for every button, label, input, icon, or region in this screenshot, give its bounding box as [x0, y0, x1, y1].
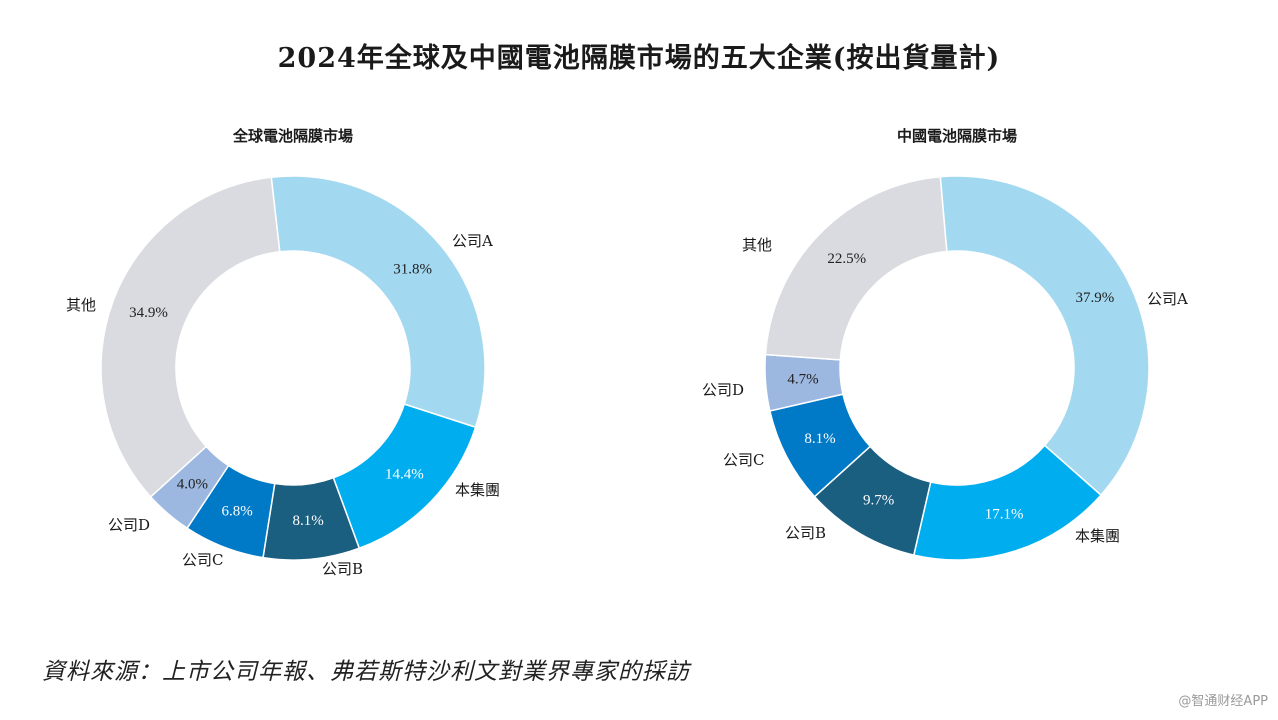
pct-label-1-0: 37.9% [1076, 290, 1115, 306]
pct-label-1-1: 17.1% [985, 507, 1024, 523]
category-label-0-5: 其他 [66, 296, 96, 314]
category-label-0-1: 本集團 [455, 481, 500, 499]
category-label-0-3: 公司C [182, 551, 223, 569]
chart-title-china: 中國電池隔膜市場 [897, 127, 1017, 145]
pct-label-0-2: 8.1% [292, 513, 323, 529]
category-label-0-2: 公司B [322, 560, 363, 578]
watermark: @智通财经APP [1178, 694, 1268, 709]
category-label-1-5: 其他 [742, 236, 772, 254]
chart-title-global: 全球電池隔膜市場 [232, 127, 353, 145]
pct-label-0-5: 34.9% [129, 305, 168, 321]
category-label-0-0: 公司A [452, 232, 493, 250]
source-note: 資料來源：上市公司年報、弗若斯特沙利文對業界專家的採訪 [42, 659, 690, 685]
category-label-0-4: 公司D [108, 516, 150, 534]
pct-label-1-2: 9.7% [863, 493, 894, 509]
page-title: 2024年全球及中國電池隔膜市場的五大企業(按出貨量計) [277, 43, 1001, 74]
pct-label-1-4: 4.7% [787, 371, 818, 387]
pct-label-1-5: 22.5% [827, 251, 866, 267]
pct-label-0-4: 4.0% [177, 477, 208, 493]
category-label-1-3: 公司C [723, 451, 764, 469]
category-label-1-0: 公司A [1147, 290, 1188, 308]
category-label-1-1: 本集團 [1075, 527, 1120, 545]
category-label-1-4: 公司D [702, 381, 744, 399]
donut-global: 31.8% 公司A 14.4% 本集團 8.1% 公司B 6.8% 公司C 4.0% 公司D 34.… [66, 175, 500, 578]
pct-label-0-3: 6.8% [221, 503, 252, 519]
donut-slice-1-5 [764, 175, 948, 361]
donut-slice-0-5 [100, 176, 281, 498]
pct-label-0-1: 14.4% [385, 467, 424, 483]
donut-china: 37.9% 公司A 17.1% 本集團 9.7% 公司B 8.1% 公司C 4.7% 公司D 22.… [702, 175, 1188, 561]
donut-slice-1-0 [939, 175, 1150, 497]
pct-label-1-3: 8.1% [804, 431, 835, 447]
pct-label-0-0: 31.8% [393, 262, 432, 278]
donut-slice-0-0 [270, 175, 486, 429]
category-label-1-2: 公司B [785, 524, 826, 542]
